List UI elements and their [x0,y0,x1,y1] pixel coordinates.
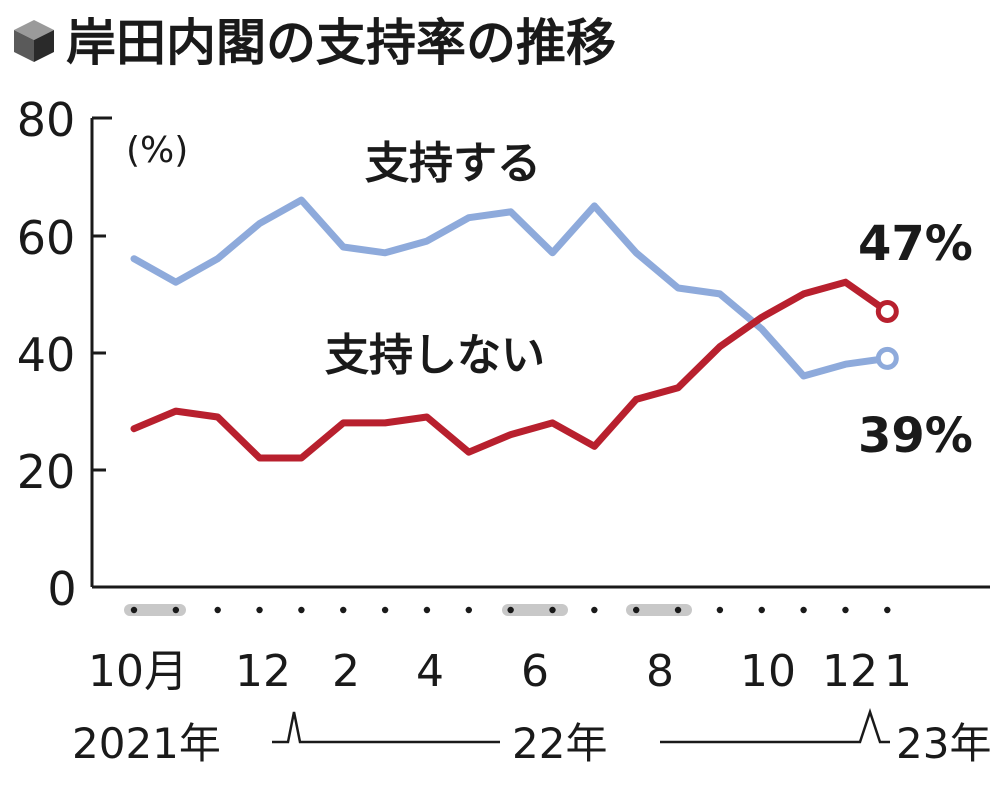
end-value-label-nonsupport: 47% [858,216,973,272]
month-dot [842,606,849,614]
month-dot [381,606,389,614]
month-dot [507,606,514,614]
end-value-label-support: 39% [858,408,973,464]
month-dot [884,606,891,614]
y-tick-label-40: 40 [17,328,76,382]
year-divider-2022-2023 [660,708,890,744]
month-dot [800,606,807,614]
x-tick-label-jan-2023: 1 [884,646,912,697]
month-dot [423,606,431,614]
month-dot [633,606,640,614]
month-dot [716,606,724,614]
y-tick-label-20: 20 [17,445,76,499]
cube-icon [14,20,54,62]
month-highlight-bands [124,604,692,616]
series-line-nonsupport [130,278,891,462]
month-dot [130,606,138,614]
month-dots [130,606,891,614]
chart-title: 岸田内閣の支持率の推移 [66,14,616,72]
series-line-support [130,196,891,380]
month-dot [298,606,305,614]
month-dot [591,606,598,614]
year-label-2021: 2021年 [72,719,221,768]
y-unit-label: (%) [126,130,188,171]
month-dot [256,606,263,614]
x-tick-label-dec-2022: 12 [822,646,878,697]
end-marker-support [875,346,899,370]
series-label-nonsupport: 支持しない [325,330,545,381]
year-divider-2021-2022 [272,711,500,744]
month-dot [465,606,472,614]
month-dot [172,606,180,614]
month-dot [674,606,682,614]
x-tick-label-jun: 6 [521,646,549,697]
x-tick-label-oct-2021: 10月 [88,646,188,697]
x-tick-label-aug: 8 [646,646,674,697]
x-tick-label-oct-2022: 10 [740,646,796,697]
month-dot [758,606,765,614]
y-axis [90,116,112,587]
end-marker-nonsupport [875,299,899,323]
year-label-2022: 22年 [512,719,607,768]
month-dot [340,606,347,614]
series-label-support: 支持する [365,138,541,189]
y-tick-label-0: 0 [47,562,76,616]
x-tick-label-feb: 2 [332,646,360,697]
y-tick-label-80: 80 [17,93,76,147]
x-tick-label-dec: 12 [235,646,291,697]
y-tick-label-60: 60 [17,211,76,265]
x-tick-label-apr: 4 [416,646,444,697]
month-dot [549,606,556,614]
month-dot [214,606,221,614]
year-label-2023: 23年 [896,719,991,768]
